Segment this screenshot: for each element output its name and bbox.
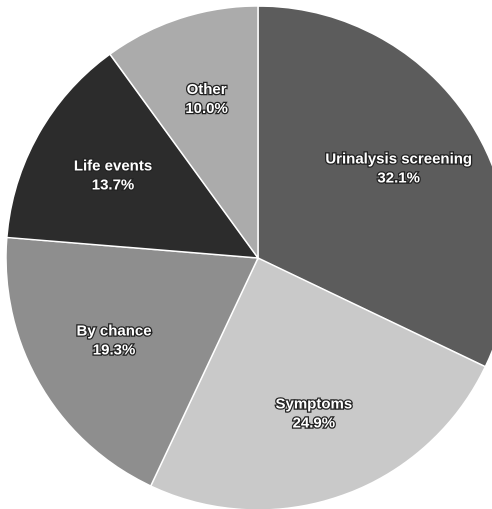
slice-label: Other	[187, 81, 227, 98]
pie-slice	[6, 53, 260, 259]
slice-label: Urinalysis screening	[325, 150, 472, 167]
pie-slice	[5, 236, 260, 488]
slice-label: By chance	[77, 322, 152, 339]
slice-label: Symptoms	[276, 396, 353, 413]
slice-value-label: 10.0%	[185, 100, 228, 117]
slice-label: Life events	[74, 157, 152, 174]
slice-value-label: 32.1%	[377, 169, 420, 186]
pie-slice	[257, 5, 492, 368]
slice-value-label: 13.7%	[92, 176, 135, 193]
slice-value-label: 24.9%	[293, 415, 336, 432]
pie-slice	[108, 5, 259, 261]
pie-slice	[149, 256, 487, 509]
slice-value-label: 19.3%	[93, 341, 136, 358]
